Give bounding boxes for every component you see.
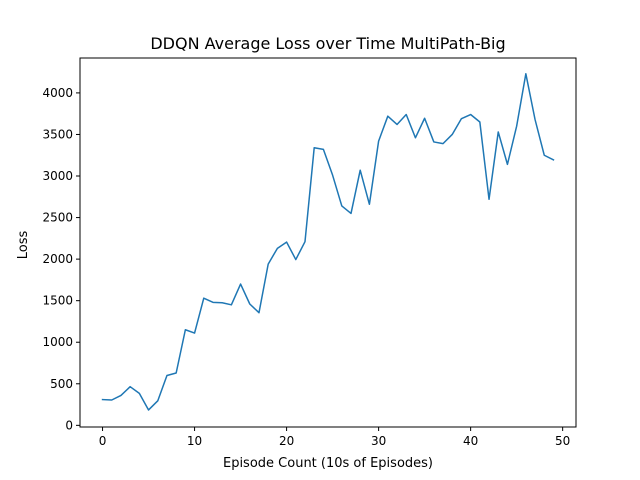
x-tick-label: 50 <box>555 434 570 448</box>
y-tick-label: 3000 <box>42 169 73 183</box>
y-tick-label: 2500 <box>42 211 73 225</box>
y-tick-label: 500 <box>50 377 73 391</box>
y-tick-label: 4000 <box>42 86 73 100</box>
x-tick-label: 20 <box>279 434 294 448</box>
x-axis-label: Episode Count (10s of Episodes) <box>223 456 433 471</box>
y-tick-label: 0 <box>65 418 73 432</box>
y-tick-label: 1500 <box>42 294 73 308</box>
x-tick-label: 10 <box>187 434 202 448</box>
y-tick-label: 2000 <box>42 252 73 266</box>
series-line-0 <box>101 73 555 411</box>
plot-frame <box>79 57 577 428</box>
plot-area: 0 10 20 30 40 5005001000150020002500300035004… <box>42 57 577 448</box>
y-axis-label: Loss <box>16 231 31 260</box>
x-tick-label: 30 <box>371 434 386 448</box>
x-tick-label: 40 <box>463 434 478 448</box>
y-tick-label: 3500 <box>42 127 73 141</box>
y-tick-label: 1000 <box>42 335 73 349</box>
chart-title: DDQN Average Loss over Time MultiPath-Bi… <box>150 34 505 53</box>
x-tick-label: 0 <box>99 434 107 448</box>
